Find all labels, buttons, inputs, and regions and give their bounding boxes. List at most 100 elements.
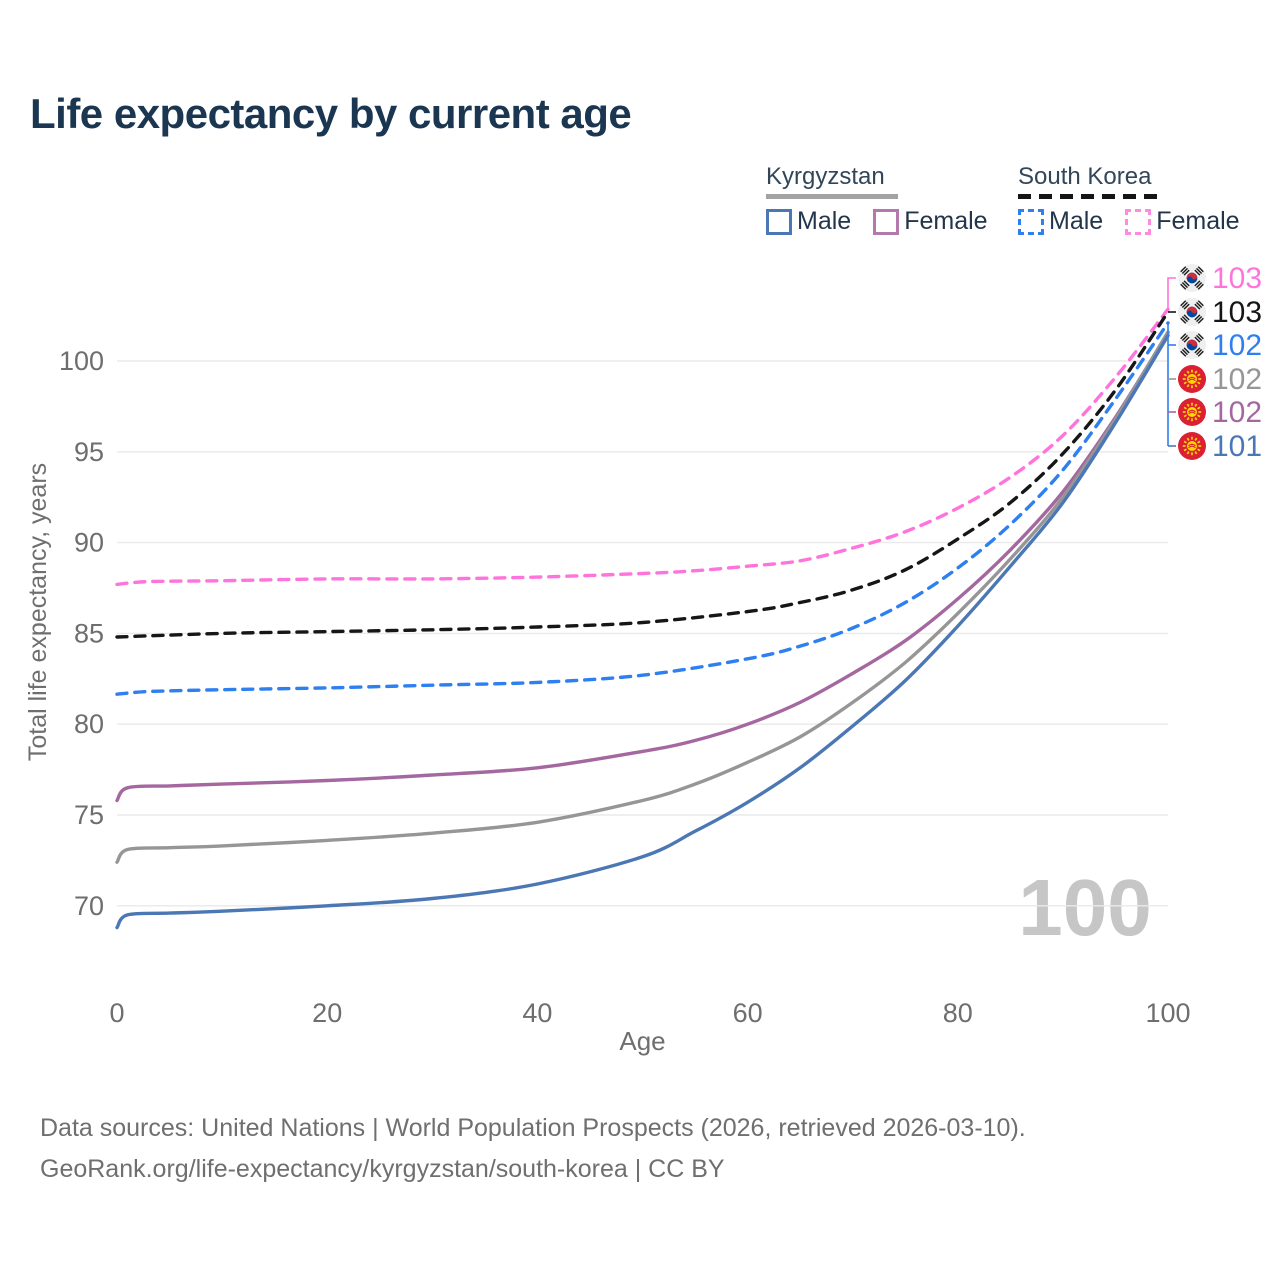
legend-label-kyrgyzstan-male: Male <box>797 207 852 235</box>
sun-ray <box>1194 403 1198 407</box>
trigram-bar <box>1197 350 1204 357</box>
legend-swatch-south-korea-female <box>1125 208 1152 235</box>
sun-ray <box>1186 384 1190 388</box>
trigram-bar <box>1183 280 1190 287</box>
flag-icon-kyrgyzstan <box>1178 365 1206 393</box>
tunduk-arc <box>1188 443 1196 447</box>
age-watermark: 100 <box>1018 863 1152 952</box>
tunduk-arc <box>1188 376 1196 380</box>
series-line-kyrgyzstan-male <box>115 333 1170 930</box>
y-tick-label: 75 <box>74 800 104 830</box>
flag-icon-south-korea <box>1178 264 1206 292</box>
trigram <box>1194 300 1204 310</box>
legend-country-underline-south-korea <box>1018 194 1163 199</box>
trigram-bar <box>1180 300 1187 307</box>
sun-ray <box>1194 370 1198 374</box>
trigram-bar <box>1196 316 1203 323</box>
sun-ray <box>1186 403 1190 407</box>
y-tick-label: 70 <box>74 891 104 921</box>
trigram-bar <box>1197 283 1204 290</box>
page-title: Life expectancy by current age <box>30 90 632 137</box>
legend-country-label-kyrgyzstan: Kyrgyzstan <box>766 163 885 190</box>
trigram-bar <box>1180 283 1187 290</box>
trigram-bar <box>1183 269 1190 276</box>
end-label-value: 102 <box>1212 329 1262 362</box>
trigram-bar <box>1194 314 1201 321</box>
end-label-value: 102 <box>1212 396 1262 429</box>
series-line-south-korea-male <box>115 321 1170 696</box>
trigram-bar <box>1197 333 1204 340</box>
trigram-bar <box>1183 314 1190 321</box>
legend-swatch-kyrgyzstan-male <box>766 208 792 235</box>
trigram-bar <box>1181 282 1188 289</box>
taegeuk <box>1186 272 1198 284</box>
taegeuk-red <box>1186 339 1198 348</box>
sun-ray <box>1183 373 1187 377</box>
y-tick-label: 90 <box>74 528 104 558</box>
sun-ray <box>1197 373 1201 377</box>
trigram <box>1180 347 1190 357</box>
x-axis-title: Age <box>619 1026 665 1056</box>
y-tick-label: 85 <box>74 618 104 648</box>
sun-ray <box>1183 448 1187 452</box>
sun-ray <box>1186 370 1190 374</box>
legend-label-south-korea-female: Female <box>1156 207 1240 235</box>
end-label-value: 103 <box>1212 296 1262 329</box>
attribution-line: GeoRank.org/life-expectancy/kyrgyzstan/s… <box>40 1155 725 1183</box>
x-tick-label: 60 <box>733 998 763 1028</box>
sun-ray <box>1197 448 1201 452</box>
taegeuk-red <box>1186 272 1198 281</box>
flag-icon-kyrgyzstan <box>1178 432 1206 460</box>
trigram-bar <box>1180 333 1187 340</box>
tunduk-arc <box>1188 445 1196 449</box>
legend-country-underline-kyrgyzstan <box>766 194 898 199</box>
data-source-line: Data sources: United Nations | World Pop… <box>40 1114 1026 1142</box>
trigram-bar <box>1183 347 1190 354</box>
trigram <box>1180 333 1190 343</box>
x-tick-label: 40 <box>522 998 552 1028</box>
legend-group-south-korea: South Korea Male Female <box>1018 163 1240 236</box>
series-line-south-korea-female <box>115 307 1170 587</box>
sun-ray <box>1197 381 1201 385</box>
x-tick-label: 20 <box>312 998 342 1028</box>
x-tick-label: 0 <box>109 998 124 1028</box>
trigram-bar <box>1180 350 1187 357</box>
trigram <box>1180 314 1190 324</box>
legend-country-label-south-korea: South Korea <box>1018 163 1152 190</box>
taegeuk <box>1186 306 1198 318</box>
trigram-bar <box>1194 347 1201 354</box>
trigram-bar <box>1181 349 1188 356</box>
chart-footer: Data sources: United Nations | World Pop… <box>40 1108 1026 1190</box>
trigram-bar <box>1181 316 1188 323</box>
trigram-bar <box>1183 303 1190 310</box>
trigram-bar <box>1194 303 1201 310</box>
trigram-bar <box>1181 301 1188 308</box>
tunduk-arc <box>1188 378 1196 382</box>
trigram-bar <box>1194 280 1201 287</box>
trigram <box>1194 333 1204 343</box>
flag-icon-kyrgyzstan <box>1178 398 1206 426</box>
trigram-bar <box>1196 282 1203 289</box>
trigram <box>1180 300 1190 310</box>
sun-ray <box>1194 437 1198 441</box>
trigram-bar <box>1181 267 1188 274</box>
sun-ray <box>1186 451 1190 455</box>
flag-icon-south-korea <box>1178 331 1206 359</box>
sun-ray <box>1194 384 1198 388</box>
series-line-kyrgyzstan-both-sexes <box>115 330 1170 864</box>
tunduk-arc <box>1188 411 1196 415</box>
trigram-bar <box>1180 317 1187 324</box>
trigram <box>1194 280 1204 290</box>
sun-ray <box>1197 440 1201 444</box>
trigram <box>1180 280 1190 290</box>
y-axis-title: Total life expectancy, years <box>24 463 52 761</box>
trigram-bar <box>1194 269 1201 276</box>
flag-icon-south-korea <box>1178 298 1206 326</box>
end-label-value: 101 <box>1212 430 1262 463</box>
sun-ray <box>1183 414 1187 418</box>
trigram-bar <box>1197 266 1204 273</box>
x-tick-label: 100 <box>1145 998 1190 1028</box>
sun-ray <box>1197 414 1201 418</box>
